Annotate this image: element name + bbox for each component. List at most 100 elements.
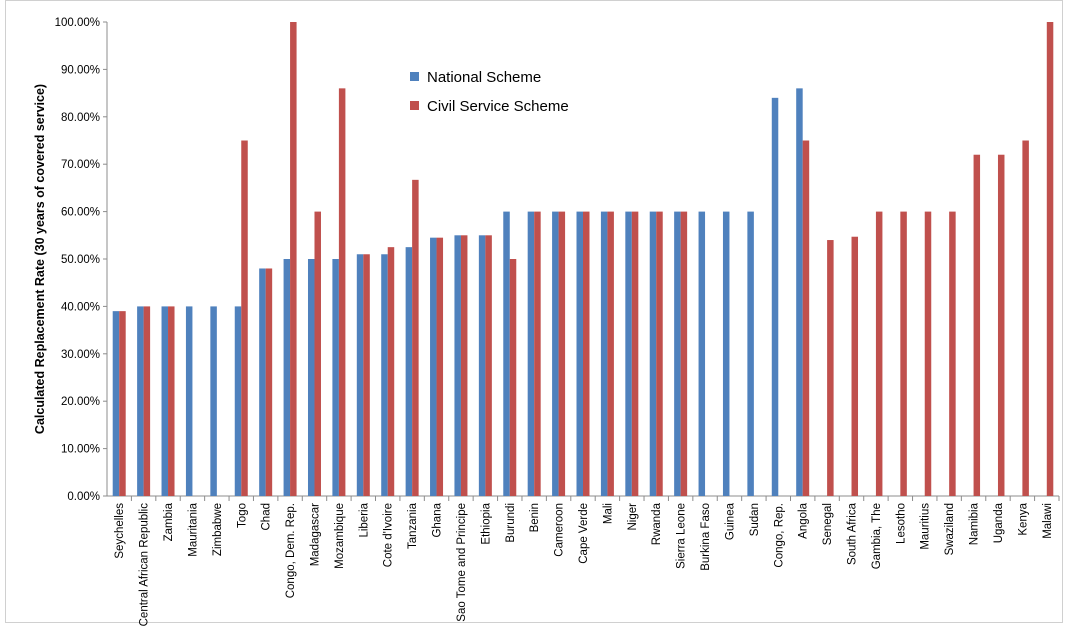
y-tick-label: 10.00% xyxy=(61,444,100,456)
bar-civil-service-scheme xyxy=(290,22,297,496)
bar-civil-service-scheme xyxy=(143,306,151,496)
x-category-label: South Africa xyxy=(847,502,859,565)
bar-civil-service-scheme xyxy=(631,211,639,496)
x-category-label: Malawi xyxy=(1042,503,1054,539)
bar-civil-service-scheme xyxy=(851,236,859,497)
x-category-label: Guinea xyxy=(724,502,736,540)
bar-civil-service-scheme xyxy=(558,211,566,496)
bar-civil-service-scheme xyxy=(534,211,541,496)
x-category-label: Seychelles xyxy=(114,503,126,559)
bar-national-scheme xyxy=(356,254,364,496)
x-category-label: Benin xyxy=(529,503,541,532)
bar-national-scheme xyxy=(698,211,706,496)
x-category-label: Chad xyxy=(261,503,273,531)
legend-swatch-civil xyxy=(410,101,419,110)
bar-civil-service-scheme xyxy=(412,179,419,497)
bar-national-scheme xyxy=(747,211,754,496)
bar-civil-service-scheme xyxy=(485,235,492,497)
bar-national-scheme xyxy=(137,306,144,496)
bar-civil-service-scheme xyxy=(1022,140,1029,496)
bar-civil-service-scheme xyxy=(460,235,468,497)
bar-national-scheme xyxy=(161,306,169,496)
bar-civil-service-scheme xyxy=(827,240,834,496)
x-category-label: Zimbabwe xyxy=(212,503,224,556)
x-category-label: Mozambique xyxy=(334,503,346,569)
bar-national-scheme xyxy=(210,306,217,496)
bar-national-scheme xyxy=(332,259,339,496)
y-tick-label: 100.00% xyxy=(55,17,100,29)
y-tick-label: 90.00% xyxy=(61,64,100,76)
x-category-label: Senegal xyxy=(822,503,834,545)
bar-national-scheme xyxy=(478,235,486,497)
chart-border xyxy=(5,0,1063,623)
x-category-label: Liberia xyxy=(358,502,370,537)
y-axis-title: Calculated Replacement Rate (30 years of… xyxy=(33,84,47,434)
bar-civil-service-scheme xyxy=(997,154,1005,496)
x-category-label: Zambia xyxy=(163,502,175,541)
x-category-label: Cameroon xyxy=(554,503,566,557)
bar-national-scheme xyxy=(283,259,291,496)
x-category-label: Sao Tome and Principe xyxy=(456,503,468,622)
bar-national-scheme xyxy=(527,211,535,496)
bar-civil-service-scheme xyxy=(949,211,956,496)
x-category-label: Madagascar xyxy=(309,503,321,566)
bar-national-scheme xyxy=(722,211,730,496)
x-category-label: Burkina Faso xyxy=(700,503,712,571)
x-category-label: Congo, Dem. Rep. xyxy=(285,503,297,598)
bar-national-scheme xyxy=(649,211,657,496)
y-tick-label: 40.00% xyxy=(61,301,100,313)
x-category-label: Mauritania xyxy=(187,502,199,556)
x-category-label: Ghana xyxy=(432,502,444,537)
y-tick-label: 70.00% xyxy=(61,159,100,171)
x-category-label: Mauritius xyxy=(920,503,932,550)
bar-national-scheme xyxy=(503,211,510,496)
x-category-label: Lesotho xyxy=(895,503,907,544)
bar-national-scheme xyxy=(307,259,315,496)
bar-civil-service-scheme xyxy=(265,268,273,496)
bar-civil-service-scheme xyxy=(1046,22,1054,496)
x-category-label: Swaziland xyxy=(944,503,956,555)
bar-national-scheme xyxy=(454,235,461,497)
y-tick-label: 50.00% xyxy=(61,254,100,266)
bar-civil-service-scheme xyxy=(387,247,395,496)
y-tick-label: 20.00% xyxy=(61,396,100,408)
bar-civil-service-scheme xyxy=(363,254,370,496)
bar-national-scheme xyxy=(185,306,193,496)
bar-national-scheme xyxy=(625,211,632,496)
bar-civil-service-scheme xyxy=(119,311,126,496)
bar-civil-service-scheme xyxy=(607,211,614,496)
bar-national-scheme xyxy=(771,97,779,496)
bar-civil-service-scheme xyxy=(436,237,444,497)
bar-civil-service-scheme xyxy=(241,140,248,496)
x-category-label: Gambia, The xyxy=(871,503,883,569)
x-category-label: Sierra Leone xyxy=(676,503,688,569)
x-category-label: Cote d'Ivoire xyxy=(383,503,395,567)
x-category-label: Angola xyxy=(798,502,810,538)
bar-civil-service-scheme xyxy=(656,211,663,496)
y-tick-label: 30.00% xyxy=(61,349,100,361)
x-category-label: Congo, Rep. xyxy=(773,503,785,568)
bar-civil-service-scheme xyxy=(509,259,517,496)
legend-swatch-national xyxy=(410,72,419,81)
x-category-label: Uganda xyxy=(993,502,1005,543)
legend-label-national: National Scheme xyxy=(427,69,541,86)
x-category-label: Togo xyxy=(236,503,248,528)
bar-national-scheme xyxy=(576,211,583,496)
bar-national-scheme xyxy=(259,268,266,496)
bar-civil-service-scheme xyxy=(583,211,590,496)
bar-civil-service-scheme xyxy=(900,211,907,496)
bar-national-scheme xyxy=(796,88,803,497)
bar-civil-service-scheme xyxy=(680,211,688,496)
x-category-label: Niger xyxy=(627,503,639,531)
x-category-label: Central African Republic xyxy=(139,503,151,626)
bar-civil-service-scheme xyxy=(924,211,932,496)
bar-civil-service-scheme xyxy=(168,306,175,496)
y-tick-label: 80.00% xyxy=(61,112,100,124)
x-category-label: Ethiopia xyxy=(480,502,492,544)
bar-civil-service-scheme xyxy=(314,211,321,496)
y-tick-label: 60.00% xyxy=(61,207,100,219)
bar-national-scheme xyxy=(381,254,388,496)
x-category-label: Burundi xyxy=(505,503,517,543)
